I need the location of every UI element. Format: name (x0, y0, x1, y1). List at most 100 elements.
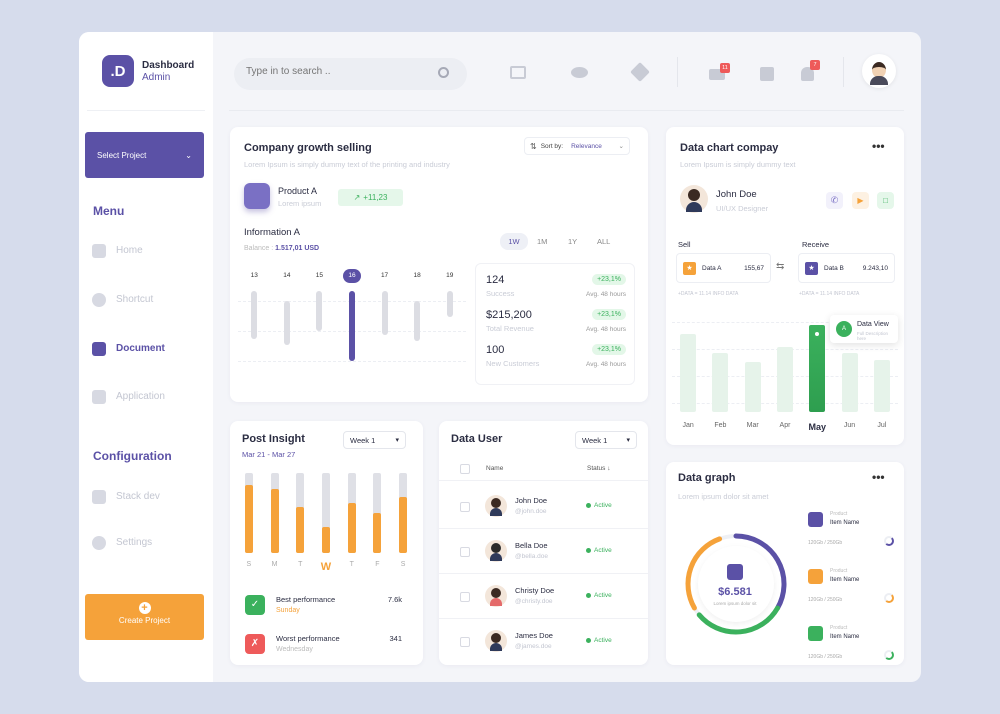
range-1m-tab[interactable]: 1M (537, 237, 548, 246)
status-sort-header[interactable]: Status ↓ (587, 465, 611, 472)
range-1y-tab[interactable]: 1Y (568, 237, 578, 246)
sort-dropdown[interactable]: ⇅ Sort by: Relevance ⌄ (524, 137, 630, 155)
post-day-label[interactable]: M (271, 561, 278, 568)
select-all-checkbox[interactable] (460, 464, 470, 474)
row-checkbox[interactable] (460, 502, 470, 512)
more-options-icon[interactable]: ••• (872, 470, 885, 484)
sidebar-item-shortcut[interactable]: Shortcut (92, 292, 153, 308)
data-chart-subtitle: Lorem Ipsum is simply dummy text (680, 160, 796, 169)
chat-icon[interactable]: □ (877, 192, 894, 209)
receive-label: Receive (802, 240, 830, 249)
item-tag: Product (830, 568, 848, 574)
balance-value: 1.517,01 USD (275, 245, 320, 252)
status-dot (586, 547, 591, 553)
post-day-label[interactable]: T (349, 561, 354, 568)
range-all-tab[interactable]: ALL (597, 237, 611, 246)
item-name: Item Name (830, 577, 860, 583)
post-day-label[interactable]: T (298, 561, 303, 568)
more-options-icon[interactable]: ••• (872, 139, 885, 153)
donut-center-value: $6.581 (718, 586, 752, 598)
post-day-label[interactable]: S (400, 561, 406, 568)
post-day-label[interactable]: W (320, 561, 332, 573)
growth-day-label[interactable]: 17 (380, 272, 389, 279)
graph-item[interactable]: Product Item Name 120Gb / 250Gb (808, 567, 898, 615)
growth-day-label[interactable]: 13 (250, 272, 258, 279)
mail-icon[interactable] (709, 69, 725, 80)
month-bar (712, 353, 729, 412)
growth-day-label[interactable]: 15 (315, 272, 324, 279)
month-bar (841, 353, 858, 412)
table-row[interactable]: James Doe @james.doe Active (439, 628, 648, 664)
growth-day-label[interactable]: 14 (283, 272, 291, 279)
gear-icon (92, 536, 106, 550)
select-project-dropdown[interactable]: Select Project ⌄ (85, 132, 204, 178)
thumbs-down-icon: ✗ (245, 634, 265, 654)
layers-icon (92, 490, 106, 504)
notification-count-badge: 7 (810, 60, 820, 70)
growth-day-label[interactable]: 19 (446, 272, 454, 279)
logo[interactable]: .D (102, 55, 134, 87)
month-label: Apr (779, 422, 791, 429)
range-1w-tab[interactable]: 1W (500, 233, 528, 250)
stack-icon[interactable] (630, 62, 650, 82)
phone-icon[interactable]: ✆ (826, 192, 843, 209)
status-badge: Active (586, 592, 612, 599)
graph-item[interactable]: Product Item Name 120Gb / 250Gb (808, 624, 898, 672)
chart-gridline (238, 361, 466, 362)
document-icon (92, 342, 106, 356)
user-avatar[interactable] (862, 54, 896, 88)
tooltip-icon: A (836, 321, 852, 337)
row-checkbox[interactable] (460, 637, 470, 647)
topbar-separator (229, 110, 904, 111)
table-row[interactable]: Bella Doe @bella.doe Active (439, 538, 648, 574)
trend-up-icon: ↗ (353, 193, 361, 202)
growth-day-label[interactable]: 16 (343, 269, 361, 283)
post-bar (347, 503, 356, 553)
post-day-label[interactable]: F (375, 561, 380, 568)
create-project-button[interactable]: + Create Project (85, 594, 204, 640)
receive-note: +DATA = 11.14 INFO DATA (799, 291, 860, 297)
sidebar-item-stack-dev[interactable]: Stack dev (92, 489, 160, 505)
search-input[interactable] (246, 66, 426, 77)
growth-bar (316, 291, 323, 331)
table-row[interactable]: Christy Doe @christy.doe Active (439, 583, 648, 619)
data-graph-title: Data graph (678, 472, 736, 484)
window-icon[interactable] (510, 66, 526, 79)
search-box[interactable] (234, 58, 467, 90)
receive-box[interactable]: ★ Data B 9.243,10 (798, 253, 895, 283)
row-checkbox[interactable] (460, 592, 470, 602)
user-name: Christy Doe (515, 586, 555, 595)
post-day-label[interactable]: S (246, 561, 252, 568)
sidebar-item-settings[interactable]: Settings (92, 535, 152, 551)
stat-row-success: 124 Success +23,1% Avg. 48 hours (486, 274, 626, 298)
post-bar (270, 489, 279, 553)
sidebar-item-application[interactable]: Application (92, 389, 165, 405)
growth-day-label[interactable]: 18 (413, 272, 421, 279)
donut-segment (685, 536, 723, 611)
donut-center-sub: Lorem ipsum dolor sit (713, 601, 757, 606)
table-row[interactable]: John Doe @john.doe Active (439, 493, 648, 529)
growth-bar-chart: 13 14 15 16 17 18 19 (238, 269, 466, 389)
sidebar-item-home[interactable]: Home (92, 243, 143, 259)
swap-icon[interactable]: ⇆ (776, 261, 785, 272)
row-checkbox[interactable] (460, 547, 470, 557)
product-name: Product A (278, 186, 318, 196)
post-insight-dates: Mar 21 - Mar 27 (242, 450, 296, 459)
information-title: Information A (244, 227, 300, 238)
search-icon[interactable] (438, 67, 449, 78)
profile-card-icon[interactable] (760, 67, 774, 81)
bell-icon[interactable] (801, 67, 814, 81)
video-call-icon[interactable]: ▶ (852, 192, 869, 209)
divider (87, 110, 205, 111)
database-icon[interactable] (571, 67, 588, 78)
sidebar-item-document[interactable]: Document (92, 341, 165, 357)
month-label: Jan (682, 422, 694, 429)
highlight-dot (813, 329, 822, 338)
post-week-select[interactable]: Week 1 ▾ (343, 431, 406, 449)
sell-box[interactable]: ★ Data A 155,67 (676, 253, 771, 283)
month-bar (809, 324, 826, 412)
status-dot (586, 502, 591, 508)
graph-item[interactable]: Product Item Name 120Gb / 250Gb (808, 510, 898, 558)
user-week-select[interactable]: Week 1 ▾ (575, 431, 637, 449)
configuration-heading: Configuration (93, 449, 172, 463)
